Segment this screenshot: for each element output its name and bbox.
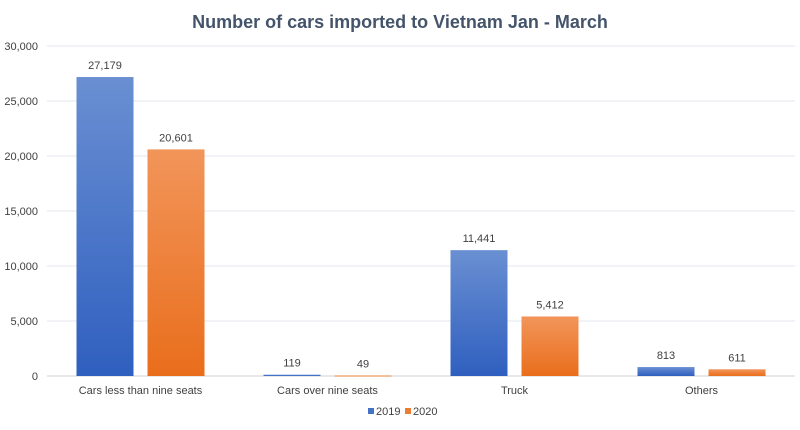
legend-label: 2020 <box>413 406 437 418</box>
x-tick-label: Others <box>685 385 719 397</box>
x-tick-label: Truck <box>501 385 529 397</box>
y-tick-label: 5,000 <box>10 316 38 328</box>
x-tick-label: Cars over nine seats <box>277 385 378 397</box>
data-label: 119 <box>283 358 301 370</box>
data-label: 27,179 <box>88 60 122 72</box>
bar-2019 <box>450 250 508 376</box>
y-tick-label: 20,000 <box>4 151 38 163</box>
bar-2019 <box>76 77 134 376</box>
bar-2020 <box>708 369 766 376</box>
data-label: 20,601 <box>159 132 193 144</box>
chart-title: Number of cars imported to Vietnam Jan -… <box>192 12 608 32</box>
bar-2020 <box>334 375 392 377</box>
legend-label: 2019 <box>376 406 400 418</box>
y-tick-label: 25,000 <box>4 96 38 108</box>
bar-2020 <box>521 316 579 376</box>
legend-swatch-2019 <box>368 408 374 414</box>
x-tick-label: Cars less than nine seats <box>79 385 203 397</box>
bar-2020 <box>147 149 205 376</box>
legend-swatch-2020 <box>405 408 411 414</box>
y-tick-label: 0 <box>32 371 38 383</box>
y-tick-label: 15,000 <box>4 206 38 218</box>
data-label: 611 <box>728 352 746 364</box>
y-tick-label: 10,000 <box>4 261 38 273</box>
data-label: 49 <box>357 358 369 370</box>
data-label: 5,412 <box>536 299 564 311</box>
data-label: 11,441 <box>463 233 496 245</box>
bar-2019 <box>637 367 695 376</box>
data-label: 813 <box>657 350 675 362</box>
bar-2019 <box>263 374 321 376</box>
y-tick-label: 30,000 <box>4 41 38 53</box>
